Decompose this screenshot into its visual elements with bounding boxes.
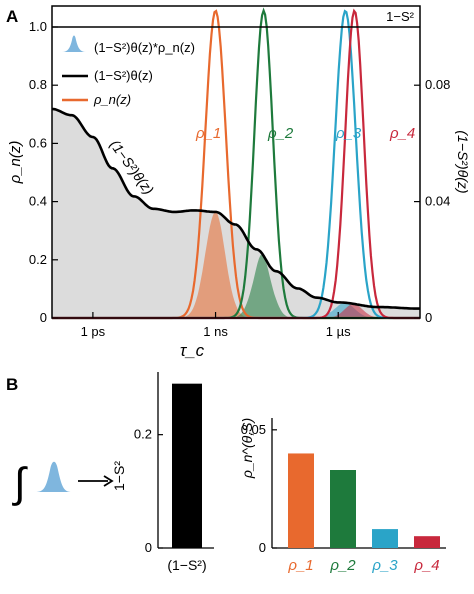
b2-y-axis-label: ρ_n^(θ,S) xyxy=(239,418,255,479)
series-label-3: ρ_3 xyxy=(335,125,362,142)
panel-b-label: B xyxy=(6,375,18,394)
x-tick-label: 1 µs xyxy=(326,324,351,339)
x-axis-label: τ_c xyxy=(180,341,205,360)
panel-a-frame xyxy=(51,5,421,319)
integral-symbol: ∫ xyxy=(12,459,28,506)
b2-category-label-1: ρ_2 xyxy=(329,557,356,574)
panel-b-right: 0 0.05 ρ_1 ρ_2 ρ_3 ρ_4 ρ_n^(θ,S) xyxy=(239,418,446,574)
b2-category-label-0: ρ_1 xyxy=(287,557,313,574)
b2-y-tick-label: 0 xyxy=(259,540,266,555)
b2-bar-2 xyxy=(372,529,398,548)
y-tick-label: 0.2 xyxy=(29,252,47,267)
y2-tick-label: 0.08 xyxy=(425,77,450,92)
b1-category-label: (1−S²) xyxy=(167,557,206,573)
b1-y-tick-label: 0.2 xyxy=(134,427,152,442)
reference-line-label: 1−S² xyxy=(386,9,414,24)
series-label-1: ρ_1 xyxy=(195,125,221,142)
x-tick-label: 1 ps xyxy=(81,324,106,339)
series-label-2: ρ_2 xyxy=(267,125,294,142)
y-tick-label: 0.8 xyxy=(29,77,47,92)
y-tick-label: 0.6 xyxy=(29,135,47,150)
b1-bar-0 xyxy=(172,383,202,548)
integral-peak-icon xyxy=(35,461,72,492)
theta-curve xyxy=(51,107,420,310)
panel-b-left: 0 0.2 (1−S²) 1−S² xyxy=(111,372,214,573)
b2-category-label-2: ρ_3 xyxy=(371,557,398,574)
b2-y-tick-label: 0.05 xyxy=(241,422,266,437)
b1-y-axis-label: 1−S² xyxy=(111,461,127,491)
y2-tick-label: 0 xyxy=(425,310,432,325)
panel-a-axes: 1−S² 1 ps 1 ns 1 µs 0 0.2 0.4 0.6 0.8 1.0 0 0.04 0.0… xyxy=(29,9,450,339)
legend-label-2: (1−S²)θ(z) xyxy=(94,68,153,83)
theta-area xyxy=(52,109,420,318)
y-tick-label: 0 xyxy=(40,310,47,325)
y-tick-label: 0.4 xyxy=(29,194,47,209)
b2-bar-0 xyxy=(288,453,314,548)
y2-tick-label: 0.04 xyxy=(425,194,450,209)
y2-axis-label: (1−S²)θ(z) xyxy=(455,130,471,193)
legend-label-3: ρ_n(z) xyxy=(93,92,131,107)
theta-line xyxy=(51,107,420,310)
product-peak-4 xyxy=(52,303,420,318)
panel-a-label: A xyxy=(6,7,18,26)
x-tick-label: 1 ns xyxy=(203,324,228,339)
arrow-right-icon xyxy=(78,475,114,487)
b2-bar-3 xyxy=(414,536,440,548)
b1-y-tick-label: 0 xyxy=(145,540,152,555)
legend-peak-marker xyxy=(62,35,86,52)
b2-bar-1 xyxy=(330,470,356,548)
legend: (1−S²)θ(z)*ρ_n(z) (1−S²)θ(z) ρ_n(z) xyxy=(62,35,195,107)
y-tick-label: 1.0 xyxy=(29,19,47,34)
series-label-4: ρ_4 xyxy=(389,125,415,142)
panel-a: 1−S² 1 ps 1 ns 1 µs 0 0.2 0.4 0.6 0.8 1.0 0 0.04 0.0… xyxy=(7,5,471,360)
integral-illustration: ∫ xyxy=(12,459,114,506)
theta-area-fill xyxy=(52,109,420,318)
b2-category-label-3: ρ_4 xyxy=(413,557,439,574)
y-axis-label: ρ_n(z) xyxy=(7,141,24,185)
legend-label-1: (1−S²)θ(z)*ρ_n(z) xyxy=(94,40,195,55)
